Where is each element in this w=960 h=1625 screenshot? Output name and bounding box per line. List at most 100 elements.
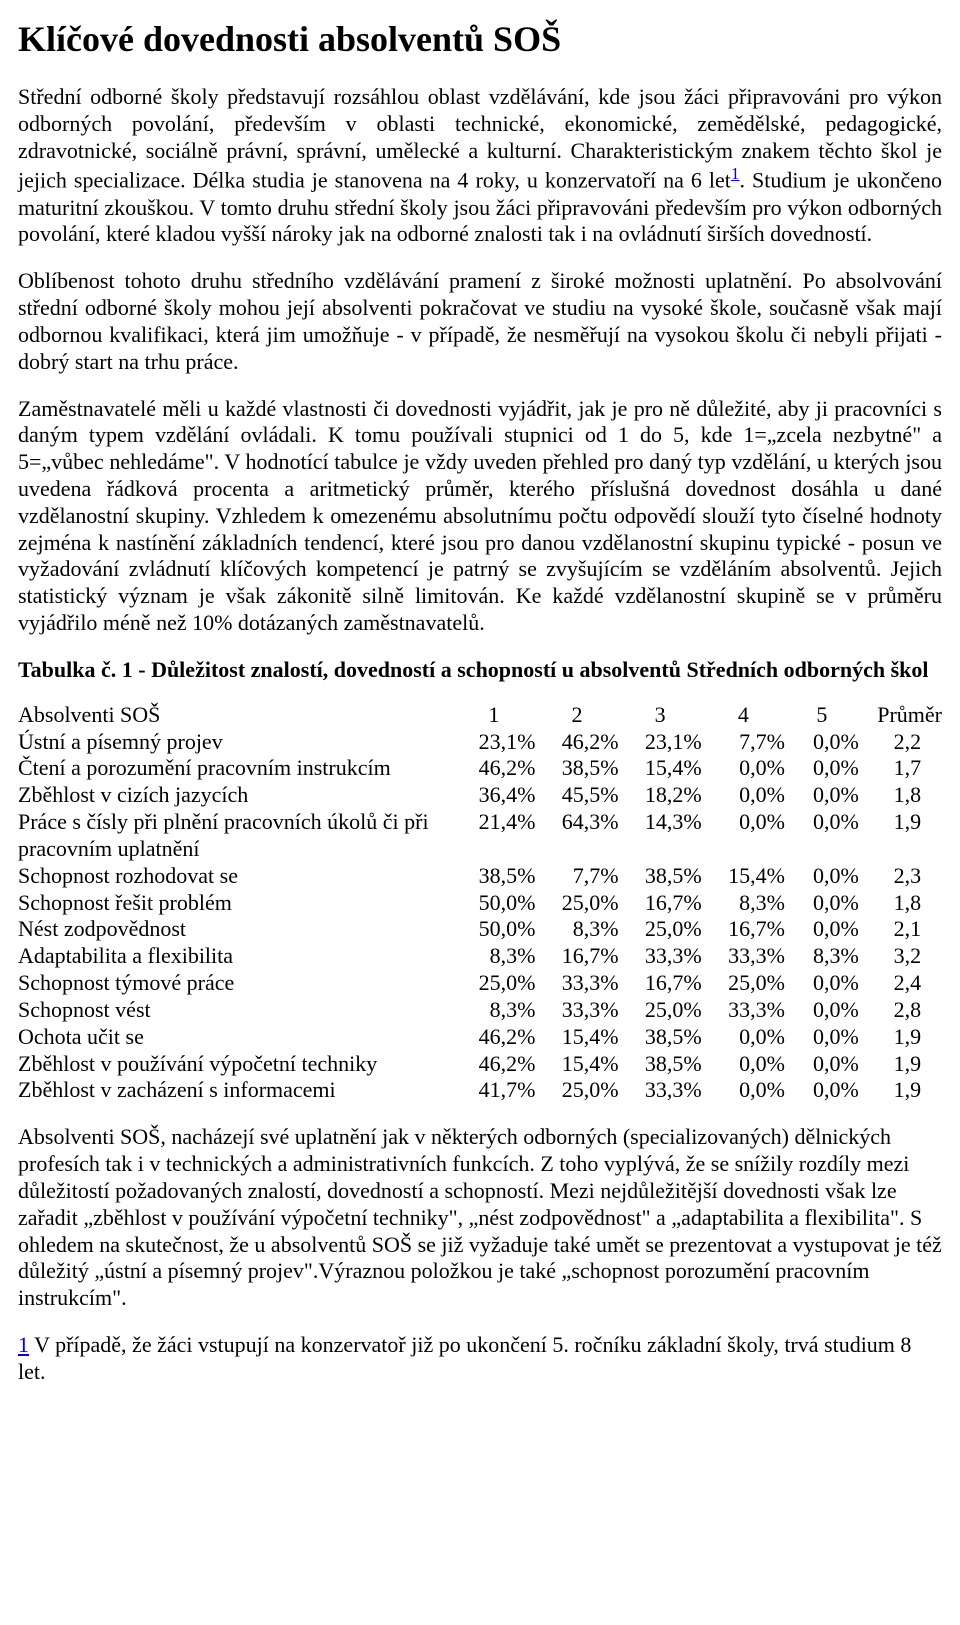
- table-row: Zběhlost v používání výpočetní techniky4…: [18, 1051, 942, 1078]
- table-cell-value: 0,0%: [785, 890, 859, 917]
- table-cell-avg: 2,2: [859, 729, 942, 756]
- table-cell-value: 16,7%: [619, 890, 702, 917]
- table-cell-value: 8,3%: [785, 943, 859, 970]
- table-cell-value: 7,7%: [535, 863, 618, 890]
- table-row: Zběhlost v cizích jazycích36,4%45,5%18,2…: [18, 782, 942, 809]
- table-cell-value: 38,5%: [619, 1051, 702, 1078]
- table-row: Adaptabilita a flexibilita8,3%16,7%33,3%…: [18, 943, 942, 970]
- table-cell-label: Nést zodpovědnost: [18, 916, 452, 943]
- table-cell-value: 0,0%: [785, 997, 859, 1024]
- table-row: Zběhlost v zacházení s informacemi41,7%2…: [18, 1077, 942, 1104]
- table-row: Nést zodpovědnost50,0%8,3%25,0%16,7%0,0%…: [18, 916, 942, 943]
- table-cell-value: 0,0%: [785, 782, 859, 809]
- table-row: Schopnost vést8,3%33,3%25,0%33,3%0,0%2,8: [18, 997, 942, 1024]
- table-cell-value: 25,0%: [619, 997, 702, 1024]
- table-cell-value: 33,3%: [535, 997, 618, 1024]
- table-cell-value: 33,3%: [702, 943, 785, 970]
- table-cell-value: 0,0%: [785, 755, 859, 782]
- footnote-number-link[interactable]: 1: [18, 1332, 29, 1357]
- table-header-col: 2: [535, 702, 618, 729]
- table-cell-value: 38,5%: [619, 1024, 702, 1051]
- table-cell-avg: 1,9: [859, 1077, 942, 1104]
- table-row: Schopnost řešit problém50,0%25,0%16,7%8,…: [18, 890, 942, 917]
- table-cell-value: 18,2%: [619, 782, 702, 809]
- table-cell-avg: 1,7: [859, 755, 942, 782]
- table-cell-label: Práce s čísly při plnění pracovních úkol…: [18, 809, 452, 863]
- paragraph-2: Oblíbenost tohoto druhu středního vzdělá…: [18, 268, 942, 375]
- table-cell-value: 16,7%: [619, 970, 702, 997]
- table-cell-avg: 1,8: [859, 890, 942, 917]
- table-cell-value: 0,0%: [785, 1077, 859, 1104]
- page-title: Klíčové dovednosti absolventů SOŠ: [18, 18, 942, 62]
- table-cell-avg: 1,9: [859, 1051, 942, 1078]
- table-cell-value: 0,0%: [785, 1024, 859, 1051]
- table-cell-value: 0,0%: [702, 782, 785, 809]
- table-cell-value: 15,4%: [702, 863, 785, 890]
- table-cell-label: Zběhlost v cizích jazycích: [18, 782, 452, 809]
- table-row: Ochota učit se46,2%15,4%38,5%0,0%0,0%1,9: [18, 1024, 942, 1051]
- table-cell-value: 50,0%: [452, 916, 535, 943]
- table-cell-value: 25,0%: [619, 916, 702, 943]
- table-cell-value: 23,1%: [619, 729, 702, 756]
- table-cell-avg: 1,9: [859, 1024, 942, 1051]
- table-cell-avg: 2,1: [859, 916, 942, 943]
- table-cell-label: Schopnost týmové práce: [18, 970, 452, 997]
- table-cell-value: 15,4%: [535, 1024, 618, 1051]
- table-cell-value: 8,3%: [452, 997, 535, 1024]
- table-cell-value: 41,7%: [452, 1077, 535, 1104]
- table-row: Ústní a písemný projev23,1%46,2%23,1%7,7…: [18, 729, 942, 756]
- table-cell-value: 15,4%: [619, 755, 702, 782]
- table-row: Práce s čísly při plnění pracovních úkol…: [18, 809, 942, 863]
- table-cell-value: 0,0%: [785, 970, 859, 997]
- table-row: Čtení a porozumění pracovním instrukcím4…: [18, 755, 942, 782]
- table-cell-value: 0,0%: [702, 755, 785, 782]
- table-cell-value: 38,5%: [452, 863, 535, 890]
- table-row: Schopnost rozhodovat se38,5%7,7%38,5%15,…: [18, 863, 942, 890]
- table-header-row: Absolventi SOŠ 1 2 3 4 5 Průměr: [18, 702, 942, 729]
- table-cell-avg: 2,8: [859, 997, 942, 1024]
- table-cell-value: 45,5%: [535, 782, 618, 809]
- footnote-text: V případě, že žáci vstupují na konzervat…: [18, 1332, 911, 1384]
- table-cell-value: 0,0%: [785, 809, 859, 863]
- table-cell-value: 25,0%: [452, 970, 535, 997]
- table-cell-value: 25,0%: [702, 970, 785, 997]
- table-cell-avg: 2,3: [859, 863, 942, 890]
- table-cell-value: 8,3%: [452, 943, 535, 970]
- table-row: Schopnost týmové práce25,0%33,3%16,7%25,…: [18, 970, 942, 997]
- table-cell-value: 64,3%: [535, 809, 618, 863]
- table-cell-value: 15,4%: [535, 1051, 618, 1078]
- table-cell-value: 16,7%: [702, 916, 785, 943]
- table-cell-value: 7,7%: [702, 729, 785, 756]
- table-cell-value: 0,0%: [785, 916, 859, 943]
- table-cell-avg: 1,9: [859, 809, 942, 863]
- table-cell-value: 33,3%: [619, 943, 702, 970]
- table-cell-value: 33,3%: [702, 997, 785, 1024]
- table-cell-value: 33,3%: [535, 970, 618, 997]
- table-cell-value: 33,3%: [619, 1077, 702, 1104]
- paragraph-4: Absolventi SOŠ, nacházejí své uplatnění …: [18, 1124, 942, 1312]
- table-header-col: 3: [619, 702, 702, 729]
- table-cell-label: Schopnost vést: [18, 997, 452, 1024]
- table-cell-label: Ústní a písemný projev: [18, 729, 452, 756]
- table-cell-label: Schopnost řešit problém: [18, 890, 452, 917]
- table-header-label: Absolventi SOŠ: [18, 702, 452, 729]
- table-header-avg: Průměr: [859, 702, 942, 729]
- table-cell-value: 50,0%: [452, 890, 535, 917]
- skills-table: Absolventi SOŠ 1 2 3 4 5 Průměr Ústní a …: [18, 702, 942, 1104]
- table-cell-value: 25,0%: [535, 1077, 618, 1104]
- table-cell-value: 8,3%: [535, 916, 618, 943]
- table-cell-value: 0,0%: [702, 1051, 785, 1078]
- table-cell-value: 46,2%: [452, 1024, 535, 1051]
- table-cell-value: 0,0%: [785, 1051, 859, 1078]
- table-cell-value: 8,3%: [702, 890, 785, 917]
- table-cell-value: 16,7%: [535, 943, 618, 970]
- table-cell-value: 0,0%: [785, 729, 859, 756]
- paragraph-3: Zaměstnavatelé měli u každé vlastnosti č…: [18, 396, 942, 637]
- table-header-col: 1: [452, 702, 535, 729]
- table-cell-label: Čtení a porozumění pracovním instrukcím: [18, 755, 452, 782]
- table-cell-value: 14,3%: [619, 809, 702, 863]
- table-cell-label: Zběhlost v používání výpočetní techniky: [18, 1051, 452, 1078]
- table-caption: Tabulka č. 1 - Důležitost znalostí, dove…: [18, 657, 942, 684]
- table-cell-value: 0,0%: [702, 1024, 785, 1051]
- table-cell-value: 0,0%: [702, 1077, 785, 1104]
